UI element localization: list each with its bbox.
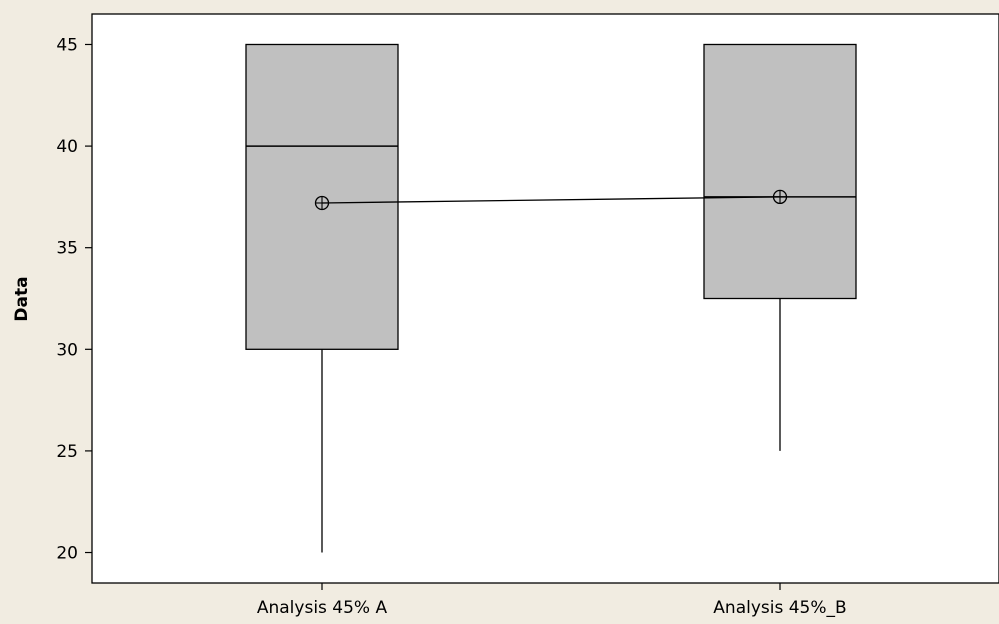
y-tick-label: 25 [56, 442, 78, 462]
plot-area [91, 13, 999, 584]
y-tick-label: 35 [56, 239, 78, 259]
box-iqr [703, 43, 857, 300]
y-tick-label: 40 [56, 137, 78, 157]
y-axis-title: Data [12, 276, 32, 321]
y-tick-label: 30 [56, 340, 78, 360]
x-tick-label: Analysis 45%_B [713, 598, 846, 618]
y-tick-label: 20 [56, 544, 78, 564]
y-tick-label: 45 [56, 35, 78, 55]
chart-marks: 20 25 30 35 40 45 Analysis 45% A Analysis 45%_B [56, 35, 857, 618]
mean-connect-line [321, 196, 781, 204]
x-tick-label: Analysis 45% A [257, 598, 388, 618]
